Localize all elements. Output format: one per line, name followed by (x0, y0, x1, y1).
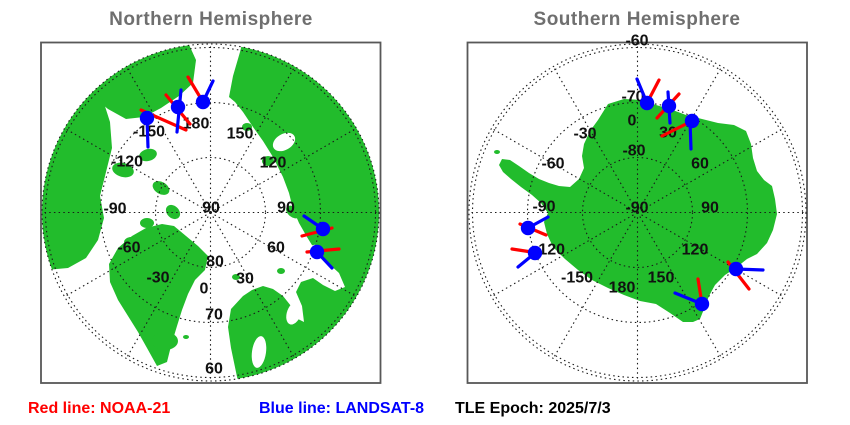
graticule-label: -60 (625, 33, 648, 50)
arctic-island (165, 204, 181, 220)
map-boundary-circle (41, 43, 380, 382)
antarctica-landmass (499, 99, 777, 322)
canada-landmass (42, 62, 112, 270)
graticule-label: -90 (532, 199, 555, 216)
north-map-title: Northern Hemisphere (109, 9, 313, 30)
graticule-label: 150 (648, 270, 675, 287)
satellite-position-dot (139, 110, 155, 126)
arctic-island (139, 148, 157, 162)
graticule-label: -60 (117, 240, 140, 257)
latitude-gridline (99, 101, 322, 324)
north-grid-labels-markers: 1801501209060300-30-60-90-120-1509080706… (41, 43, 380, 382)
south-landmasses (494, 99, 777, 322)
satellite-position-dot (684, 113, 700, 129)
satellite-position-dot (527, 245, 543, 261)
satellite-position-dot (661, 98, 677, 114)
graticule-label: -30 (573, 126, 596, 143)
north-map: 1801501209060300-30-60-90-120-1509080706… (40, 41, 382, 384)
greenland-landmass (109, 224, 208, 366)
graticule-label: -150 (561, 270, 593, 287)
laptev-sea-cutout (272, 132, 296, 152)
satellite-position-dot (520, 220, 536, 236)
graticule-label: 120 (260, 155, 287, 172)
graticule-label: 150 (227, 126, 254, 143)
graticule-label: 0 (200, 281, 209, 298)
graticule-label: 180 (609, 280, 636, 297)
satellite-position-dot (309, 244, 325, 260)
arctic-island (112, 162, 134, 178)
graticule-label: 30 (236, 271, 254, 288)
arctic-island (232, 274, 240, 280)
satellite-position-dot (170, 99, 186, 115)
graticule-label: 90 (202, 200, 220, 217)
white-sea-cutout (286, 301, 302, 325)
graticule-label: -90 (625, 200, 648, 217)
graticule-label: 0 (628, 113, 637, 130)
arctic-island (140, 218, 154, 228)
latitude-gridline (526, 101, 749, 324)
small-island (183, 335, 189, 339)
arctic-island (242, 123, 252, 131)
graticule-label: -120 (111, 154, 143, 171)
latitude-gridline (154, 156, 267, 269)
satellite-position-dot (639, 95, 655, 111)
arctic-island (262, 156, 274, 166)
legend-tle-epoch: TLE Epoch: 2025/7/3 (455, 400, 611, 417)
small-island (502, 167, 506, 171)
satellite-position-dot (728, 261, 744, 277)
svalbard-island (256, 289, 268, 297)
south-map: -60-70-80-900306090120150180-150-120-90-… (466, 33, 808, 384)
graticule-label: 180 (183, 116, 210, 133)
graticule-label: 80 (206, 254, 224, 271)
arctic-island (286, 205, 300, 219)
baltic-sea-cutout (251, 336, 267, 368)
south-map-title: Southern Hemisphere (533, 9, 741, 30)
legend-landsat8: Blue line: LANDSAT-8 (259, 400, 425, 417)
graticule-label: 70 (205, 307, 223, 324)
graticule-label: -70 (621, 89, 644, 106)
graticule-label: 60 (205, 361, 223, 378)
iceland-island (152, 332, 178, 350)
satellite-position-dot (195, 94, 211, 110)
graticule-label: 60 (267, 240, 285, 257)
small-island (494, 150, 500, 154)
graticule-label: -90 (103, 201, 126, 218)
graticule-label: 90 (277, 200, 295, 217)
graticule-label: 90 (701, 200, 719, 217)
graticule-label: 60 (691, 156, 709, 173)
graticule-label: -80 (622, 143, 645, 160)
satellite-position-dot (694, 296, 710, 312)
graticule-label: -60 (541, 156, 564, 173)
graticule-label: -30 (146, 270, 169, 287)
latitude-gridline (581, 156, 694, 269)
legend-noaa21: Red line: NOAA-21 (28, 400, 171, 417)
graticule-label: 120 (682, 242, 709, 259)
south-grid-labels-markers: -60-70-80-900306090120150180-150-120-90-… (468, 33, 807, 382)
map-boundary-circle (468, 43, 807, 382)
arctic-island (277, 268, 285, 274)
satellite-position-dot (315, 221, 331, 237)
